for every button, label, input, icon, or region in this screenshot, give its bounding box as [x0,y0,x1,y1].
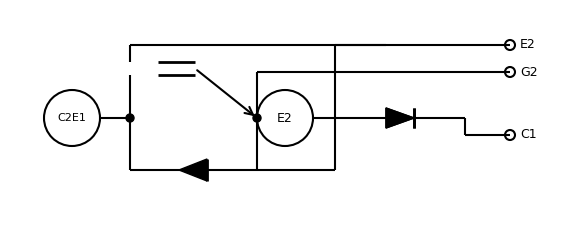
Circle shape [126,114,134,122]
Polygon shape [386,108,414,128]
Text: C1: C1 [520,128,536,142]
Polygon shape [179,159,207,181]
Text: C2E1: C2E1 [58,113,87,123]
Polygon shape [386,108,414,128]
Text: G2: G2 [520,66,538,79]
Text: E2: E2 [520,38,536,51]
Circle shape [253,114,261,122]
Text: E2: E2 [277,111,293,125]
